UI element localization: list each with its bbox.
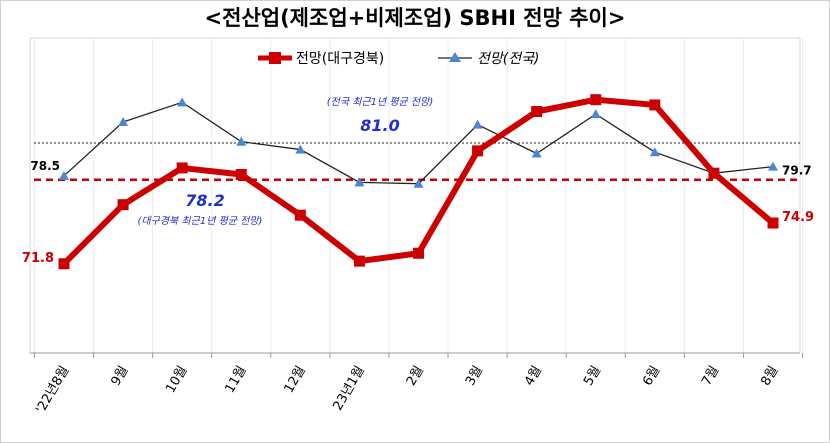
national-point bbox=[236, 136, 247, 146]
x-axis bbox=[30, 352, 804, 358]
data-labels: (전국 최근1년 평균 전망) 81.0 78.2 (대구경북 최근1년 평균 전망)… bbox=[22, 96, 814, 266]
daegu-point bbox=[294, 209, 306, 221]
data-label-daegu-first: 71.8 bbox=[22, 251, 54, 266]
daegu-point bbox=[117, 199, 129, 211]
daegu-point bbox=[767, 217, 779, 229]
daegu-point bbox=[531, 106, 543, 117]
daegu-average-caption: (대구경북 최근1년 평균 전망) bbox=[138, 215, 263, 227]
daegu-point bbox=[413, 247, 424, 259]
data-label-national-first: 78.5 bbox=[30, 159, 60, 173]
data-label-national-last: 79.7 bbox=[782, 164, 812, 178]
national-point bbox=[295, 144, 306, 154]
national-average-caption: (전국 최근1년 평균 전망) bbox=[327, 96, 434, 108]
national-point bbox=[59, 170, 69, 180]
chart-title: <전산업(제조업+비제조업) SBHI 전망 추이> bbox=[205, 6, 626, 30]
series-markers bbox=[58, 94, 779, 270]
national-point bbox=[590, 109, 601, 119]
national-point bbox=[177, 97, 188, 107]
national-point bbox=[531, 148, 542, 158]
national-point bbox=[768, 161, 778, 171]
legend-marker-national bbox=[449, 52, 461, 62]
daegu-point bbox=[235, 169, 247, 180]
national-average-value: 81.0 bbox=[360, 116, 399, 135]
daegu-point bbox=[353, 255, 365, 267]
national-point bbox=[413, 178, 424, 188]
national-point bbox=[649, 147, 660, 157]
legend-label-daegu: 전망(대구경북) bbox=[296, 51, 384, 67]
daegu-point bbox=[590, 94, 602, 106]
daegu-point bbox=[58, 258, 70, 270]
data-label-daegu-last: 74.9 bbox=[782, 210, 814, 225]
national-point bbox=[354, 177, 365, 187]
daegu-point bbox=[649, 99, 661, 111]
legend-label-national: 전망(전국) bbox=[477, 51, 539, 67]
daegu-point bbox=[472, 145, 484, 157]
national-point bbox=[118, 117, 129, 126]
daegu-point bbox=[176, 162, 188, 174]
legend: 전망(대구경북) 전망(전국) bbox=[258, 51, 539, 67]
daegu-point bbox=[708, 167, 720, 179]
daegu-average-value: 78.2 bbox=[185, 191, 224, 210]
national-point bbox=[472, 119, 483, 129]
legend-marker-daegu bbox=[269, 52, 281, 64]
